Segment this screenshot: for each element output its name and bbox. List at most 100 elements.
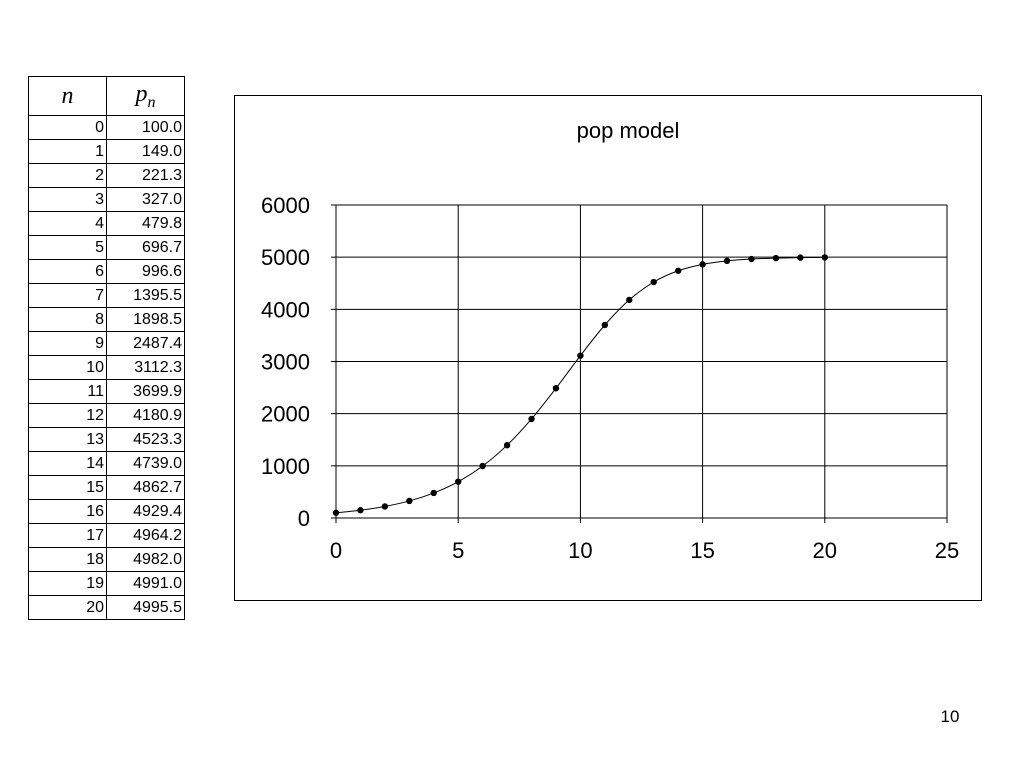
cell-p: 3699.9 (106, 379, 185, 404)
table-row: 8 1898.5 (28, 307, 185, 332)
y-tick-label: 6000 (261, 193, 310, 218)
data-point (723, 257, 731, 265)
cell-p: 4180.9 (106, 403, 185, 428)
cell-p: 4739.0 (106, 451, 185, 476)
data-point (503, 442, 511, 449)
data-point (674, 267, 682, 274)
table-row: 6 996.6 (28, 259, 185, 284)
header-p-label: p (135, 80, 148, 107)
cell-n: 19 (28, 571, 107, 596)
data-point (626, 296, 633, 304)
cell-n: 7 (28, 283, 107, 308)
cell-p: 4991.0 (106, 571, 185, 596)
cell-n: 6 (28, 259, 107, 284)
cell-p: 996.6 (106, 259, 185, 284)
table-row: 1 149.0 (28, 139, 185, 164)
cell-p: 100.0 (106, 115, 185, 140)
grid (335, 204, 948, 519)
cell-n: 11 (28, 379, 107, 404)
cell-p: 696.7 (106, 235, 185, 260)
table-row: 3 327.0 (28, 187, 185, 212)
table-header-row: n pn (28, 76, 185, 116)
x-tick-label: 25 (935, 538, 959, 563)
cell-n: 8 (28, 307, 107, 332)
chart: 0 1000 2000 3000 4000 5000 6000 0 5 10 15 20 25 pop … (261, 118, 959, 563)
data-point (479, 462, 486, 470)
data-point (699, 261, 706, 268)
y-tick-label: 0 (298, 506, 310, 531)
table-row: 15 4862.7 (28, 475, 185, 500)
cell-n: 0 (28, 115, 107, 140)
data-point (552, 385, 560, 392)
data-point (357, 507, 364, 514)
header-n-label: n (61, 82, 74, 109)
cell-n: 2 (28, 163, 107, 188)
table-row: 7 1395.5 (28, 283, 185, 308)
data-point (332, 509, 340, 516)
axes (331, 204, 948, 523)
cell-p: 479.8 (106, 211, 185, 236)
y-tick-label: 5000 (261, 245, 310, 270)
data-point (381, 503, 389, 510)
data-point (650, 278, 657, 286)
table-row: 16 4929.4 (28, 499, 185, 524)
cell-p: 149.0 (106, 139, 185, 164)
cell-p: 1898.5 (106, 307, 185, 332)
tick-labels: 0 1000 2000 3000 4000 5000 6000 0 5 10 15 20 25 (261, 193, 959, 563)
data-point (430, 489, 437, 497)
table-row: 13 4523.3 (28, 427, 185, 452)
cell-n: 14 (28, 451, 107, 476)
table-row: 0 100.0 (28, 115, 185, 140)
header-p-subscript: n (147, 93, 156, 111)
cell-n: 5 (28, 235, 107, 260)
data-point (797, 254, 804, 261)
cell-p: 4862.7 (106, 475, 185, 500)
x-tick-label: 10 (568, 538, 592, 563)
table-row: 9 2487.4 (28, 331, 185, 356)
chart-frame: 0 1000 2000 3000 4000 5000 6000 0 5 10 15 20 25 pop … (234, 95, 982, 601)
cell-n: 18 (28, 547, 107, 572)
header-n: n (28, 76, 107, 116)
table-row: 12 4180.9 (28, 403, 185, 428)
data-point (455, 478, 462, 485)
x-tick-label: 20 (813, 538, 837, 563)
cell-n: 15 (28, 475, 107, 500)
data-points (332, 254, 828, 516)
y-tick-label: 1000 (261, 454, 310, 479)
table-row: 17 4964.2 (28, 523, 185, 548)
cell-p: 221.3 (106, 163, 185, 188)
y-tick-label: 2000 (261, 402, 310, 427)
cell-n: 16 (28, 499, 107, 524)
cell-n: 12 (28, 403, 107, 428)
table-row: 4 479.8 (28, 211, 185, 236)
table-row: 5 696.7 (28, 235, 185, 260)
x-tick-label: 0 (330, 538, 342, 563)
cell-p: 327.0 (106, 187, 185, 212)
y-tick-label: 3000 (261, 350, 310, 375)
cell-p: 3112.3 (106, 355, 185, 380)
data-point (821, 254, 828, 261)
cell-n: 4 (28, 211, 107, 236)
data-point (528, 415, 535, 423)
cell-n: 3 (28, 187, 107, 212)
data-point (772, 254, 780, 262)
chart-title: pop model (577, 118, 680, 143)
cell-n: 1 (28, 139, 107, 164)
data-point (406, 497, 413, 505)
table-row: 19 4991.0 (28, 571, 185, 596)
cell-p: 1395.5 (106, 283, 185, 308)
cell-p: 2487.4 (106, 331, 185, 356)
data-point (748, 255, 755, 263)
table-row: 2 221.3 (28, 163, 185, 188)
page-number: 10 (940, 707, 960, 726)
cell-n: 10 (28, 355, 107, 380)
header-p: pn (106, 76, 185, 116)
cell-n: 13 (28, 427, 107, 452)
table-row: 18 4982.0 (28, 547, 185, 572)
table-body: 0 100.0 1 149.0 2 221.3 3 327.0 4 479.8 5 696.7 6 996… (28, 115, 185, 620)
table-row: 20 4995.5 (28, 595, 185, 620)
cell-p: 4523.3 (106, 427, 185, 452)
data-table: n pn 0 100.0 1 149.0 2 221.3 3 327.0 4 479.8 5 696.… (28, 76, 185, 620)
cell-p: 4929.4 (106, 499, 185, 524)
y-tick-label: 4000 (261, 297, 310, 322)
